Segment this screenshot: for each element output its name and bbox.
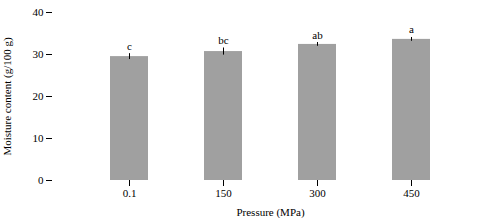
svg-text:Moisture content (g/100 g): Moisture content (g/100 g)	[1, 37, 14, 156]
svg-text:a: a	[409, 23, 414, 35]
svg-text:0: 0	[38, 174, 44, 186]
svg-text:10: 10	[33, 132, 45, 144]
svg-text:40: 40	[33, 6, 45, 18]
svg-text:150: 150	[215, 187, 232, 199]
svg-text:Pressure (MPa): Pressure (MPa)	[236, 206, 304, 218]
svg-text:300: 300	[309, 187, 326, 199]
svg-text:bc: bc	[218, 34, 229, 46]
svg-text:30: 30	[33, 48, 45, 60]
svg-text:c: c	[127, 40, 132, 52]
svg-text:450: 450	[403, 187, 420, 199]
svg-text:0.1: 0.1	[123, 187, 137, 199]
svg-text:20: 20	[33, 90, 45, 102]
svg-text:ab: ab	[312, 29, 323, 41]
